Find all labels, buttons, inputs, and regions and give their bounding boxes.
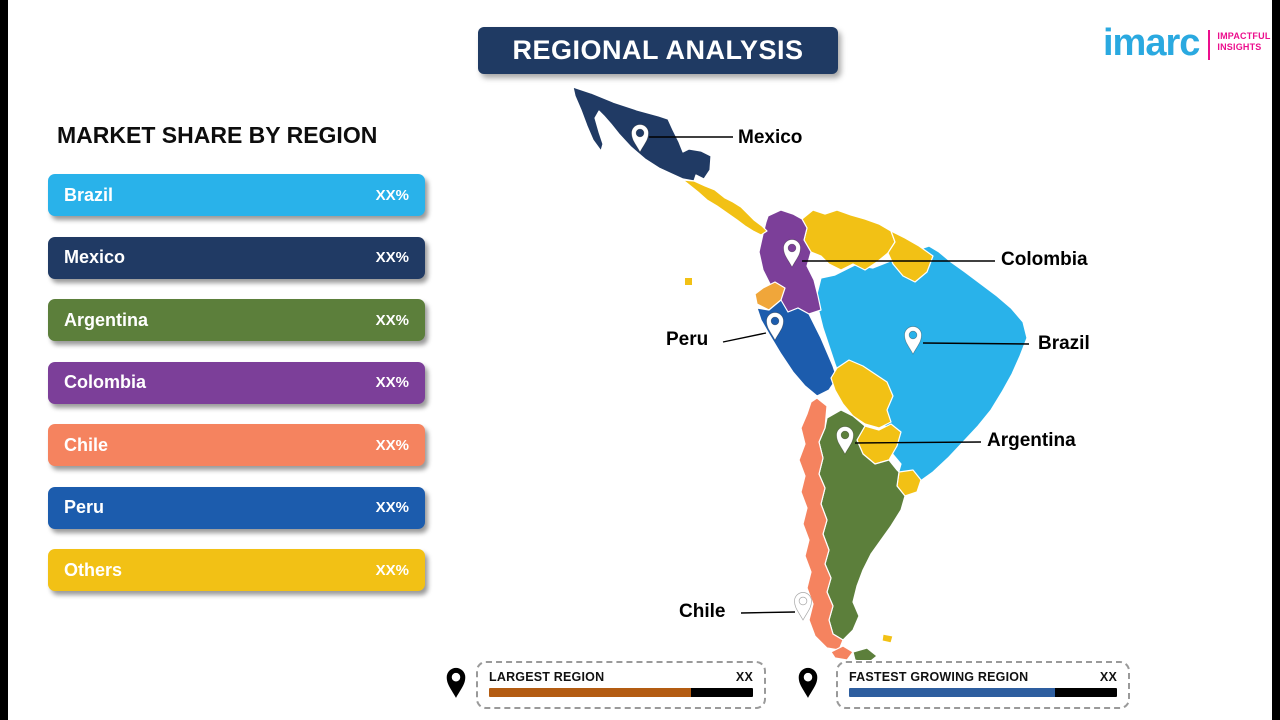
imarc-logo: imarc IMPACTFUL INSIGHTS xyxy=(1103,24,1271,62)
region-central-america xyxy=(682,179,768,236)
bar-colombia: Colombia XX% xyxy=(48,361,425,404)
map-label-mexico: Mexico xyxy=(738,127,803,148)
logo-divider xyxy=(1208,30,1211,60)
fastest-growing-label: FASTEST GROWING REGION xyxy=(849,670,1029,684)
islands-south-atlantic xyxy=(881,633,894,644)
map-label-brazil: Brazil xyxy=(1038,333,1090,354)
map-pin-argentina xyxy=(836,426,854,455)
bar-value-chile: XX% xyxy=(375,436,409,454)
bar-peru: Peru XX% xyxy=(48,486,425,529)
market-share-bar-list: Brazil XX% Mexico XX% Argentina XX% Colo… xyxy=(48,174,425,591)
bar-label-chile: Chile xyxy=(64,434,109,455)
imarc-logo-wordmark: imarc xyxy=(1103,22,1200,64)
map-label-colombia: Colombia xyxy=(1001,249,1088,270)
map-pin-chile xyxy=(794,592,812,621)
map-label-chile: Chile xyxy=(679,601,726,622)
bar-label-colombia: Colombia xyxy=(64,372,147,392)
bar-value-brazil: XX% xyxy=(375,186,409,204)
bar-label-argentina: Argentina xyxy=(64,309,149,330)
bar-value-argentina: XX% xyxy=(375,311,409,329)
bar-mexico: Mexico XX% xyxy=(48,236,425,279)
country-venezuela xyxy=(801,209,896,271)
country-tierra-del-fuego-west xyxy=(830,645,854,660)
bar-others: Others XX% xyxy=(48,549,425,591)
country-mexico xyxy=(572,86,712,182)
country-tierra-del-fuego-east xyxy=(852,647,878,660)
bar-chile: Chile XX% xyxy=(48,424,425,466)
largest-region-bar-black xyxy=(691,688,753,697)
leader-line-chile xyxy=(740,611,796,614)
page-title: REGIONAL ANALYSIS xyxy=(478,27,838,74)
bar-label-mexico: Mexico xyxy=(64,247,126,267)
logo-tagline-line1: IMPACTFUL xyxy=(1217,31,1271,41)
left-black-border xyxy=(0,0,8,720)
bar-label-others: Others xyxy=(64,559,123,580)
bar-label-brazil: Brazil xyxy=(64,184,114,205)
bar-value-mexico: XX% xyxy=(375,249,409,266)
map-label-argentina: Argentina xyxy=(987,430,1076,451)
fastest-growing-pin-icon xyxy=(798,667,818,698)
page-title-text: REGIONAL ANALYSIS xyxy=(512,35,804,65)
largest-region-pin-icon xyxy=(446,667,466,698)
map-pin-mexico xyxy=(631,124,649,153)
logo-tagline-line2: INSIGHTS xyxy=(1217,42,1262,53)
right-black-border xyxy=(1272,0,1280,720)
fastest-growing-bar xyxy=(849,688,1117,697)
leader-line-brazil xyxy=(922,342,1030,345)
bar-argentina: Argentina XX% xyxy=(48,299,425,341)
fastest-growing-bar-color xyxy=(849,688,1055,697)
market-share-heading: MARKET SHARE BY REGION xyxy=(57,122,378,148)
country-guyanas xyxy=(887,230,934,283)
fastest-growing-value: XX xyxy=(1099,670,1117,684)
map-pin-colombia xyxy=(783,239,801,268)
bar-value-peru: XX% xyxy=(375,499,409,516)
bar-label-peru: Peru xyxy=(64,497,105,517)
bar-value-colombia: XX% xyxy=(375,374,409,391)
fastest-growing-bar-black xyxy=(1055,688,1117,697)
bar-value-others: XX% xyxy=(375,561,409,579)
leader-line-peru xyxy=(722,332,767,343)
largest-region-label: LARGEST REGION xyxy=(489,670,605,684)
leader-line-argentina xyxy=(854,441,982,444)
largest-region-value: XX xyxy=(735,670,753,684)
largest-region-legend: LARGEST REGION XX xyxy=(476,661,766,709)
latin-america-map xyxy=(555,80,1035,660)
islands-galapagos xyxy=(685,278,692,285)
country-bolivia xyxy=(830,359,894,429)
map-label-peru: Peru xyxy=(666,329,709,350)
map-pin-brazil xyxy=(904,326,922,355)
bar-brazil: Brazil XX% xyxy=(48,174,425,216)
logo-tagline: IMPACTFUL INSIGHTS xyxy=(1217,31,1270,54)
largest-region-bar xyxy=(489,688,753,697)
map-pin-peru xyxy=(766,312,784,341)
largest-region-bar-color xyxy=(489,688,691,697)
fastest-growing-region-legend: FASTEST GROWING REGION XX xyxy=(836,661,1130,709)
